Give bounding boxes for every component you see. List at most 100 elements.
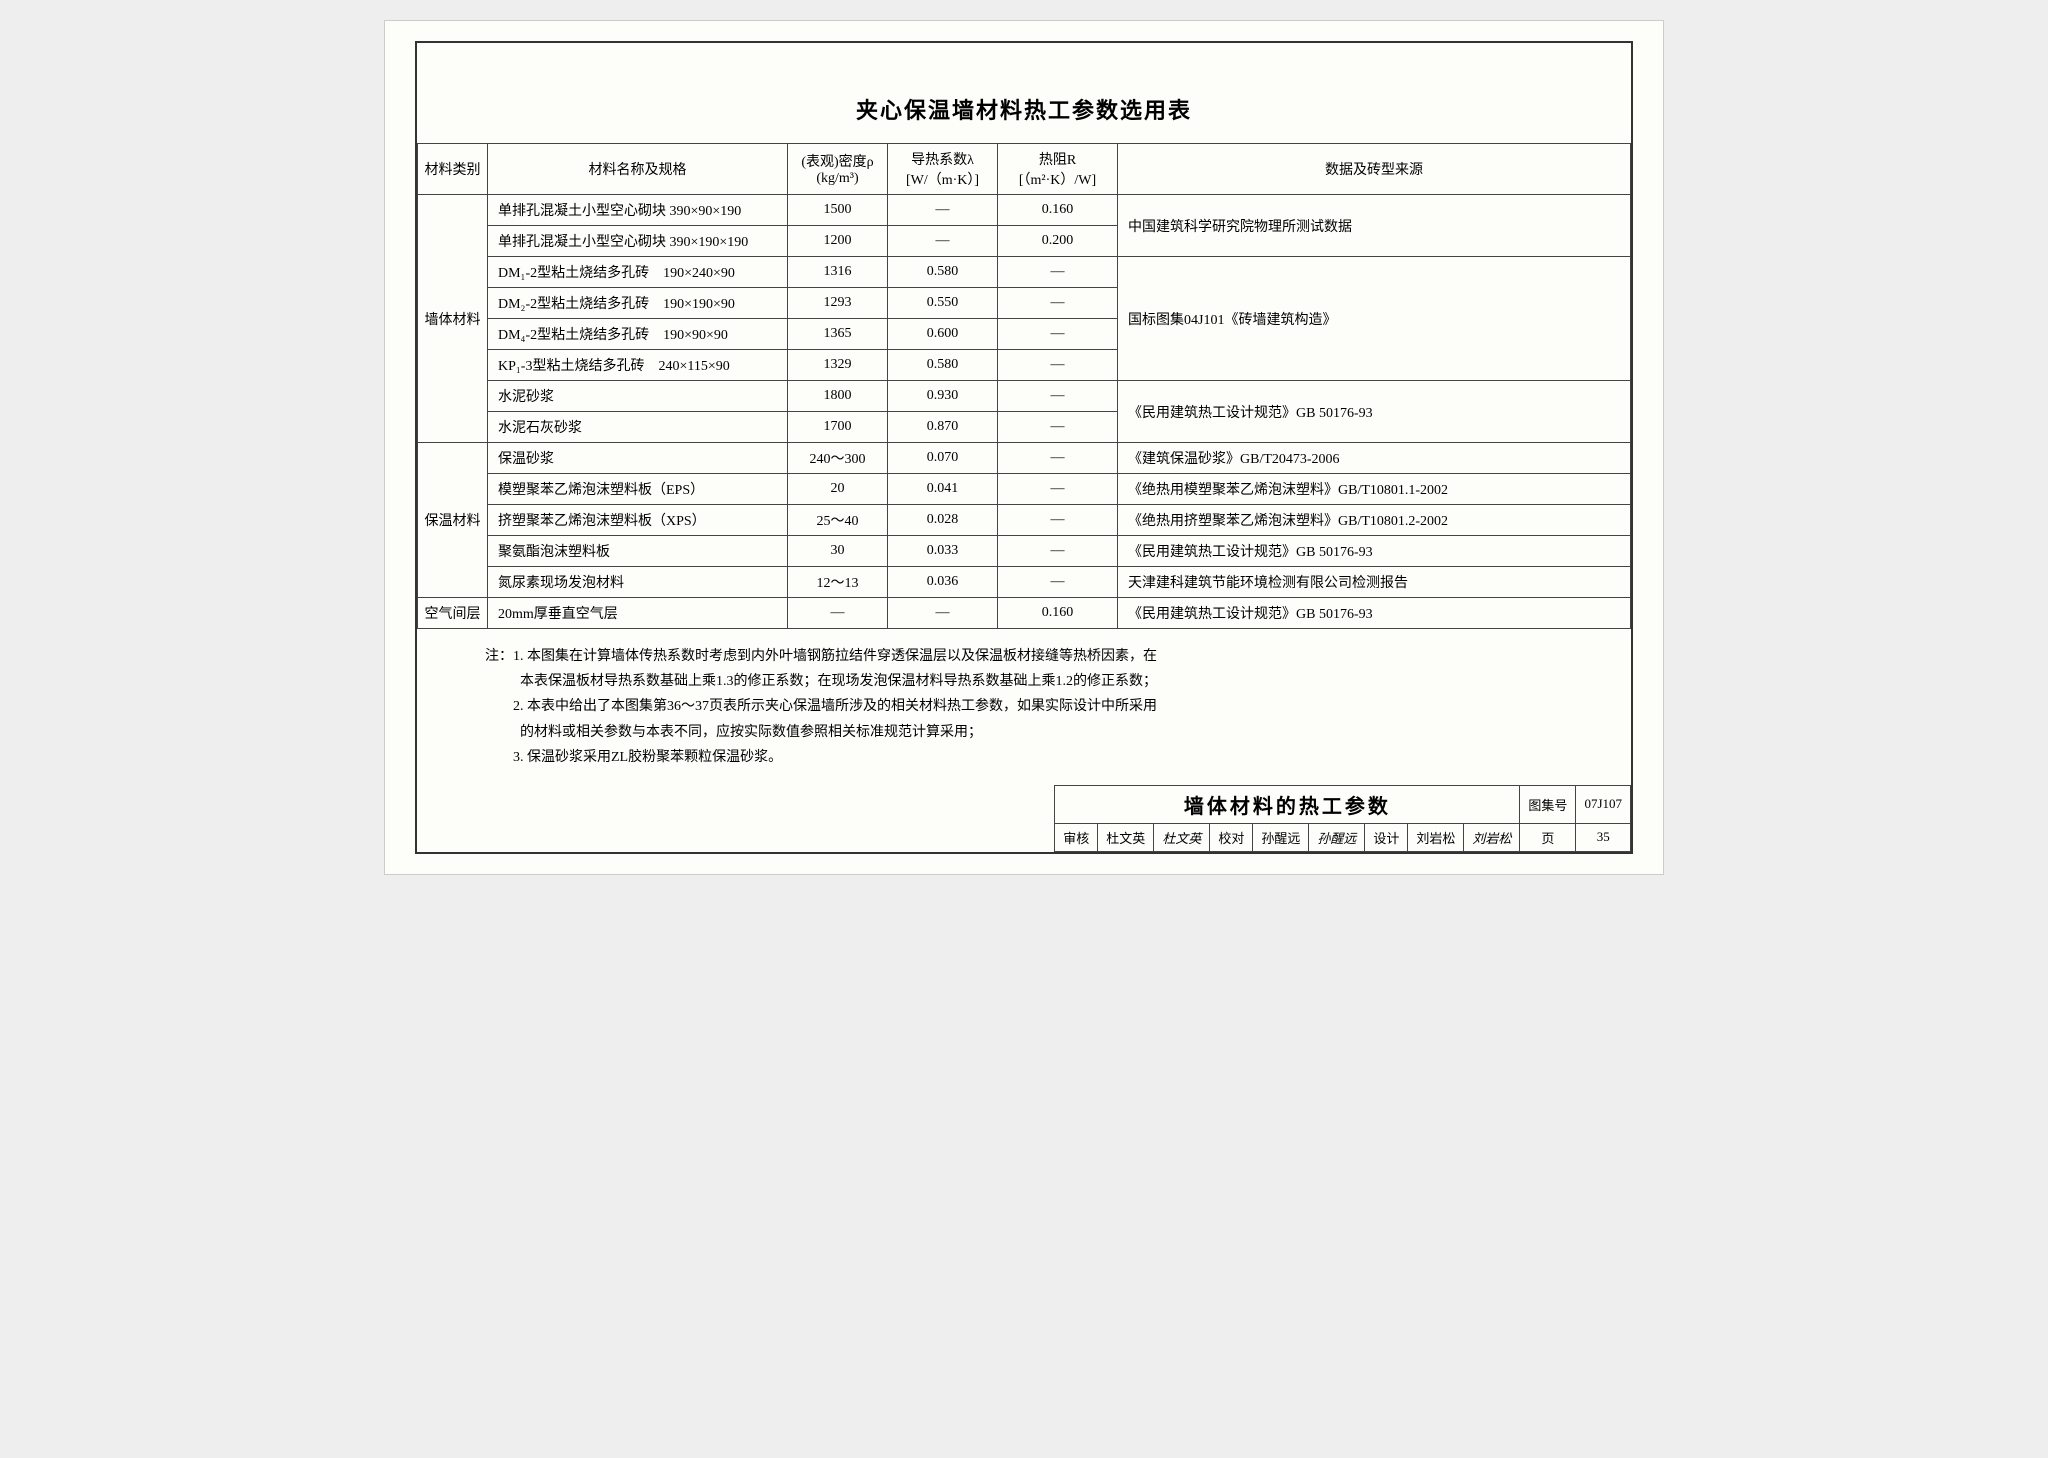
design-name: 刘岩松 — [1408, 823, 1464, 851]
notes-label: 注： — [485, 649, 513, 664]
notes-block: 注：1. 本图集在计算墙体传热系数时考虑到内外叶墙钢筋拉结件穿透保温层以及保温板… — [417, 629, 1631, 785]
page: 夹心保温墙材料热工参数选用表 材料类别 材料名称及规格 (表观)密度ρ (kg/… — [384, 20, 1664, 875]
cell-name: 氮尿素现场发泡材料 — [488, 567, 788, 598]
atlasno-label: 图集号 — [1520, 785, 1576, 823]
titleblock-title: 墙体材料的热工参数 — [1055, 785, 1520, 823]
cell-l: 0.041 — [888, 474, 998, 505]
cell-name: 模塑聚苯乙烯泡沫塑料板（EPS） — [488, 474, 788, 505]
col-r-l1: 热阻R — [1004, 149, 1111, 169]
category-cell: 保温材料 — [418, 443, 488, 598]
titleblock-row-2: 审核 杜文英 杜文英 校对 孙醒远 孙醒远 设计 刘岩松 刘岩松 页 35 — [1055, 823, 1631, 851]
cell-d: — — [788, 598, 888, 629]
parameters-table: 材料类别 材料名称及规格 (表观)密度ρ (kg/m³) 导热系数λ [W/（m… — [417, 143, 1631, 629]
cell-name: DM₁-2型粘土烧结多孔砖 190×240×90 — [488, 257, 788, 288]
atlasno-value: 07J107 — [1576, 785, 1631, 823]
check-name: 孙醒远 — [1253, 823, 1309, 851]
cell-d: 1316 — [788, 257, 888, 288]
cell-name: 水泥石灰砂浆 — [488, 412, 788, 443]
table-row: 模塑聚苯乙烯泡沫塑料板（EPS） 20 0.041 — 《绝热用模塑聚苯乙烯泡沫… — [418, 474, 1631, 505]
col-density: (表观)密度ρ (kg/m³) — [788, 144, 888, 195]
cell-l: 0.870 — [888, 412, 998, 443]
cell-d: 1700 — [788, 412, 888, 443]
col-r: 热阻R [（m²·K）/W] — [998, 144, 1118, 195]
note-1b: 本表保温板材导热系数基础上乘1.3的修正系数；在现场发泡保温材料导热系数基础上乘… — [457, 669, 1611, 694]
cell-source: 天津建科建筑节能环境检测有限公司检测报告 — [1118, 567, 1631, 598]
cell-d: 20 — [788, 474, 888, 505]
col-lambda-l2: [W/（m·K）] — [894, 169, 991, 189]
cell-d: 1365 — [788, 319, 888, 350]
cell-r: — — [998, 412, 1118, 443]
category-cell: 空气间层 — [418, 598, 488, 629]
cell-r: — — [998, 257, 1118, 288]
cell-r: — — [998, 505, 1118, 536]
cell-name: DM₂-2型粘土烧结多孔砖 190×190×90 — [488, 288, 788, 319]
cell-l: 0.028 — [888, 505, 998, 536]
col-density-l2: (kg/m³) — [794, 171, 881, 187]
note-1a: 注：1. 本图集在计算墙体传热系数时考虑到内外叶墙钢筋拉结件穿透保温层以及保温板… — [457, 644, 1611, 669]
cell-source: 《民用建筑热工设计规范》GB 50176-93 — [1118, 536, 1631, 567]
col-name: 材料名称及规格 — [488, 144, 788, 195]
cell-source: 中国建筑科学研究院物理所测试数据 — [1118, 195, 1631, 257]
cell-d: 240～300 — [788, 443, 888, 474]
cell-name: 聚氨酯泡沫塑料板 — [488, 536, 788, 567]
cell-r: — — [998, 474, 1118, 505]
check-label: 校对 — [1210, 823, 1253, 851]
cell-source: 《绝热用挤塑聚苯乙烯泡沫塑料》GB/T10801.2-2002 — [1118, 505, 1631, 536]
page-label: 页 — [1520, 823, 1576, 851]
cell-l: 0.580 — [888, 350, 998, 381]
table-row: DM₁-2型粘土烧结多孔砖 190×240×90 1316 0.580 — 国标… — [418, 257, 1631, 288]
cell-r: — — [998, 381, 1118, 412]
cell-l: — — [888, 195, 998, 226]
note-3: 注：3. 保温砂浆采用ZL胶粉聚苯颗粒保温砂浆。 — [457, 745, 1611, 770]
header-row: 材料类别 材料名称及规格 (表观)密度ρ (kg/m³) 导热系数λ [W/（m… — [418, 144, 1631, 195]
design-signature: 刘岩松 — [1464, 823, 1520, 851]
cell-r: — — [998, 443, 1118, 474]
cell-name: DM₄-2型粘土烧结多孔砖 190×90×90 — [488, 319, 788, 350]
cell-name: 保温砂浆 — [488, 443, 788, 474]
table-row: 保温材料 保温砂浆 240～300 0.070 — 《建筑保温砂浆》GB/T20… — [418, 443, 1631, 474]
cell-d: 1800 — [788, 381, 888, 412]
col-category: 材料类别 — [418, 144, 488, 195]
col-r-l2: [（m²·K）/W] — [1004, 169, 1111, 189]
table-row: 墙体材料 单排孔混凝土小型空心砌块 390×90×190 1500 — 0.16… — [418, 195, 1631, 226]
titleblock-wrap: 墙体材料的热工参数 图集号 07J107 审核 杜文英 杜文英 校对 孙醒远 孙… — [417, 785, 1631, 852]
cell-d: 1329 — [788, 350, 888, 381]
cell-r: — — [998, 288, 1118, 319]
cell-r: 0.160 — [998, 195, 1118, 226]
cell-r: 0.200 — [998, 226, 1118, 257]
col-lambda-l1: 导热系数λ — [894, 149, 991, 169]
check-signature: 孙醒远 — [1309, 823, 1365, 851]
cell-d: 25～40 — [788, 505, 888, 536]
cell-d: 1200 — [788, 226, 888, 257]
cell-l: 0.036 — [888, 567, 998, 598]
cell-l: 0.550 — [888, 288, 998, 319]
cell-l: 0.580 — [888, 257, 998, 288]
cell-source: 《建筑保温砂浆》GB/T20473-2006 — [1118, 443, 1631, 474]
cell-source: 国标图集04J101《砖墙建筑构造》 — [1118, 257, 1631, 381]
cell-r: — — [998, 536, 1118, 567]
review-name: 杜文英 — [1098, 823, 1154, 851]
cell-r: — — [998, 350, 1118, 381]
cell-name: KP₁-3型粘土烧结多孔砖 240×115×90 — [488, 350, 788, 381]
table-title: 夹心保温墙材料热工参数选用表 — [417, 43, 1631, 143]
cell-d: 12～13 — [788, 567, 888, 598]
col-density-l1: (表观)密度ρ — [794, 151, 881, 171]
cell-source: 《民用建筑热工设计规范》GB 50176-93 — [1118, 598, 1631, 629]
cell-r: 0.160 — [998, 598, 1118, 629]
review-label: 审核 — [1055, 823, 1098, 851]
outer-frame: 夹心保温墙材料热工参数选用表 材料类别 材料名称及规格 (表观)密度ρ (kg/… — [415, 41, 1633, 854]
cell-l: 0.930 — [888, 381, 998, 412]
titleblock-row-1: 墙体材料的热工参数 图集号 07J107 — [1055, 785, 1631, 823]
table-row: 聚氨酯泡沫塑料板 30 0.033 — 《民用建筑热工设计规范》GB 50176… — [418, 536, 1631, 567]
cell-name: 挤塑聚苯乙烯泡沫塑料板（XPS） — [488, 505, 788, 536]
cell-d: 1293 — [788, 288, 888, 319]
design-label: 设计 — [1365, 823, 1408, 851]
titleblock: 墙体材料的热工参数 图集号 07J107 审核 杜文英 杜文英 校对 孙醒远 孙… — [1054, 785, 1631, 852]
col-lambda: 导热系数λ [W/（m·K）] — [888, 144, 998, 195]
table-row: 水泥砂浆 1800 0.930 — 《民用建筑热工设计规范》GB 50176-9… — [418, 381, 1631, 412]
cell-l: — — [888, 226, 998, 257]
cell-source: 《民用建筑热工设计规范》GB 50176-93 — [1118, 381, 1631, 443]
cell-d: 1500 — [788, 195, 888, 226]
cell-l: 0.070 — [888, 443, 998, 474]
cell-name: 水泥砂浆 — [488, 381, 788, 412]
